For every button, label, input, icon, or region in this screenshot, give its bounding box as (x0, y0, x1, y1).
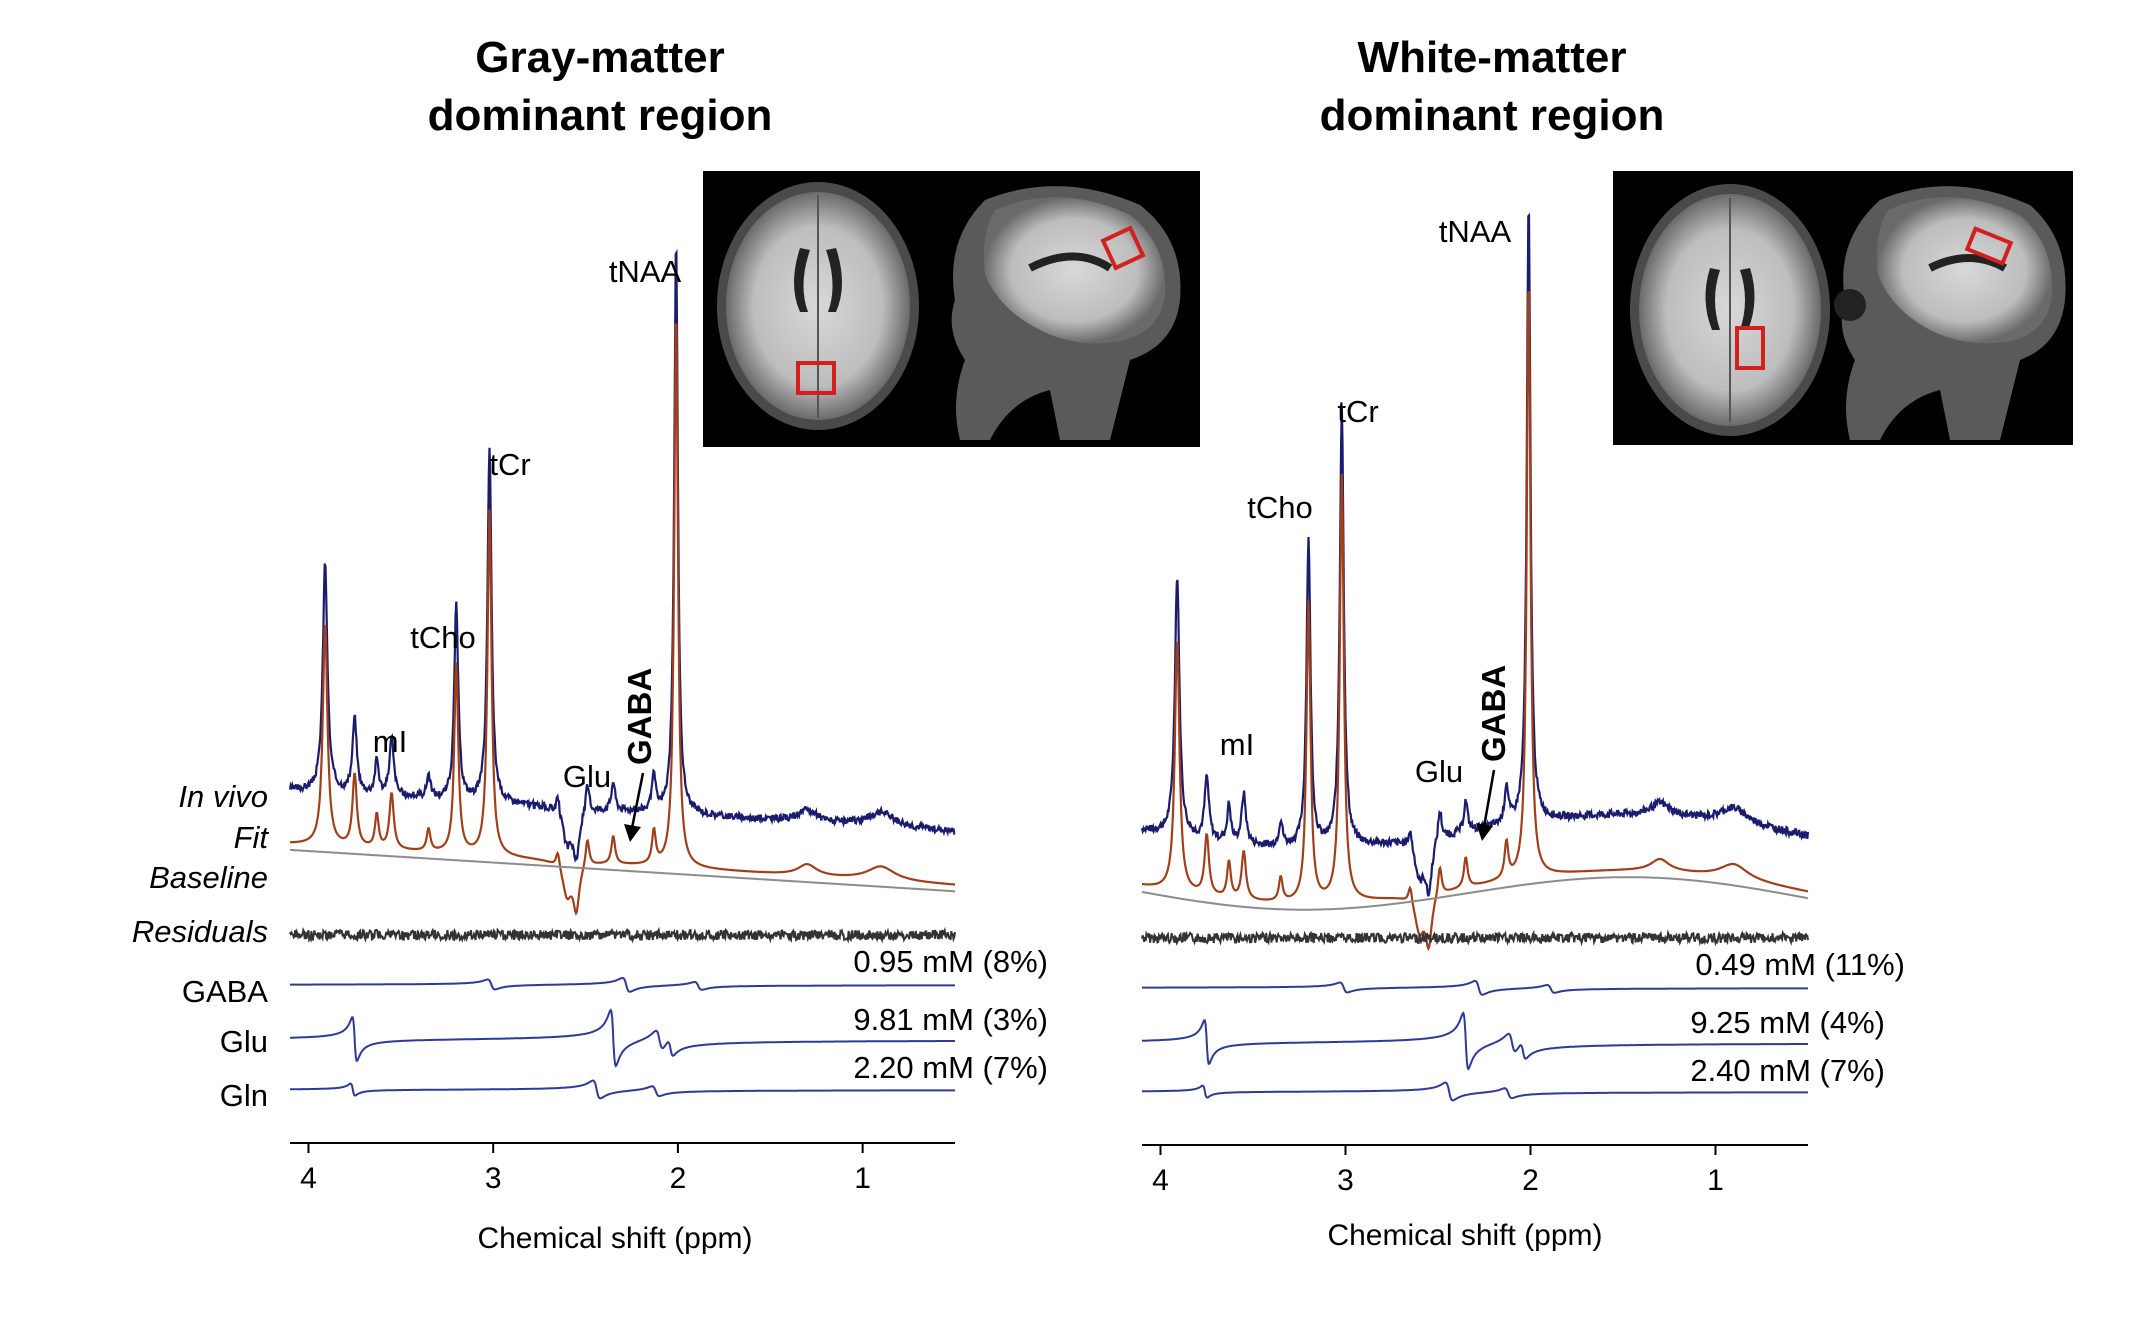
conc-gaba: 0.95 mM (8%) (853, 944, 1048, 979)
panel-title-line2: dominant region (428, 91, 773, 140)
sagittal-eye (1834, 289, 1866, 321)
residuals-trace (289, 926, 956, 944)
peak-label-mi: mI (373, 724, 407, 759)
mri-inset-gray (703, 171, 1200, 447)
x-tick-label-2: 2 (1522, 1164, 1539, 1197)
x-tick-label-4: 4 (1152, 1164, 1169, 1197)
mri-inset-white (1613, 171, 2073, 445)
x-tick-label-1: 1 (854, 1162, 871, 1195)
sagittal-corpus-callosum (1028, 252, 1113, 272)
label-gaba-basis: GABA (182, 974, 268, 1009)
peak-label-tcr: tCr (489, 447, 530, 482)
gaba-basis-trace (1142, 979, 1808, 996)
gray-matter-panel: Gray-matter dominant region In vivo (132, 33, 1200, 1255)
axial-ventricle-left (1705, 268, 1720, 330)
conc-gln: 2.20 mM (7%) (853, 1050, 1048, 1085)
panel-title-line1: Gray-matter (475, 33, 724, 82)
gaba-basis-trace (290, 976, 955, 993)
baseline-trace (1141, 876, 1809, 911)
x-axis-ticks: 4 3 2 1 (1152, 1145, 1724, 1197)
residuals-trace (1141, 929, 1809, 947)
label-gln-basis: Gln (220, 1078, 268, 1113)
fit-trace (1142, 291, 1809, 952)
label-invivo: In vivo (178, 779, 268, 814)
peak-label-tcr: tCr (1337, 394, 1378, 429)
x-axis-label: Chemical shift (ppm) (477, 1222, 752, 1255)
gaba-arrow-head (624, 824, 641, 842)
x-tick-label-3: 3 (1337, 1164, 1354, 1197)
x-tick-label-3: 3 (485, 1162, 502, 1195)
roi-box-sagittal (1100, 225, 1146, 271)
conc-glu: 9.81 mM (3%) (853, 1002, 1048, 1037)
peak-label-glu: Glu (563, 759, 611, 794)
peak-label-mi: mI (1220, 727, 1254, 762)
glu-basis-trace (1142, 1011, 1808, 1071)
fit-trace (290, 323, 955, 916)
x-tick-label-2: 2 (670, 1162, 687, 1195)
conc-gaba: 0.49 mM (11%) (1695, 947, 1905, 982)
sagittal-brain (1876, 197, 2053, 344)
peak-label-tnaa: tNAA (609, 254, 682, 289)
peak-label-tcho: tCho (410, 620, 475, 655)
axial-ventricle-right (826, 248, 842, 312)
label-baseline: Baseline (149, 860, 268, 895)
x-axis-label: Chemical shift (ppm) (1327, 1219, 1602, 1252)
baseline-trace (290, 848, 955, 893)
label-residuals: Residuals (132, 914, 268, 949)
label-fit: Fit (234, 820, 270, 855)
axial-ventricle-right (1740, 268, 1755, 330)
axial-ventricle-left (794, 248, 810, 312)
roi-box-axial (1735, 326, 1765, 370)
gln-basis-trace (1142, 1081, 1808, 1102)
roi-box-axial (796, 361, 836, 395)
glu-basis-trace (290, 1008, 955, 1068)
conc-gln: 2.40 mM (7%) (1690, 1053, 1885, 1088)
panel-title-line2: dominant region (1320, 91, 1665, 140)
peak-label-gaba: GABA (621, 668, 658, 765)
gaba-arrow-shaft (1482, 769, 1496, 828)
invivo-trace (1140, 212, 1810, 897)
label-glu-basis: Glu (220, 1024, 268, 1059)
panel-title-line1: White-matter (1358, 33, 1627, 82)
x-tick-label-4: 4 (300, 1162, 317, 1195)
peak-label-glu: Glu (1415, 754, 1463, 789)
conc-glu: 9.25 mM (4%) (1690, 1005, 1885, 1040)
peak-label-tcho: tCho (1247, 490, 1312, 525)
invivo-trace (288, 248, 956, 864)
roi-box-sagittal (1964, 226, 2014, 266)
gaba-arrow-head (1476, 823, 1493, 841)
gln-basis-trace (290, 1079, 955, 1100)
x-axis-ticks: 4 3 2 1 (300, 1143, 871, 1195)
gaba-arrow-shaft (630, 772, 645, 829)
x-tick-label-1: 1 (1707, 1164, 1724, 1197)
sagittal-corpus-callosum (1928, 254, 2007, 272)
peak-label-gaba: GABA (1475, 665, 1512, 762)
peak-label-tnaa: tNAA (1439, 214, 1512, 249)
white-matter-panel: White-matter dominant region 0.49 mM (11… (1140, 33, 2073, 1252)
